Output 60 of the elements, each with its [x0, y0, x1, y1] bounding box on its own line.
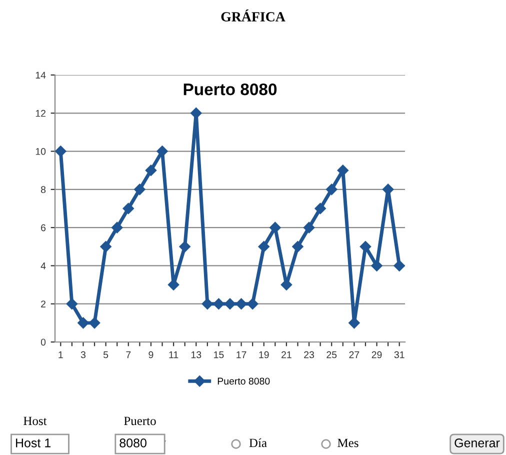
x-tick-label: 29 — [372, 351, 382, 358]
text: Host — [24, 416, 47, 426]
x-tick-label: 9 — [148, 351, 154, 358]
x-tick-label: 27 — [349, 351, 360, 358]
x-tick-label: 7 — [126, 351, 131, 358]
x-tick-label: 25 — [326, 351, 337, 358]
chart-subtitle: Puerto 8080 — [184, 83, 277, 96]
point — [337, 164, 349, 176]
point — [145, 164, 157, 176]
point — [179, 241, 190, 252]
y-tick-label: 6 — [41, 224, 46, 232]
text: Día — [249, 438, 267, 448]
point — [202, 298, 214, 310]
x-tick-label: 19 — [259, 351, 269, 358]
x-tick-label: 5 — [103, 351, 108, 358]
point — [270, 222, 281, 234]
point — [326, 184, 338, 196]
y-tick-label: 8 — [40, 186, 46, 194]
y-tick-label: 12 — [36, 110, 46, 117]
x-tick-label: 3 — [80, 351, 86, 358]
x-tick-label: 15 — [214, 351, 224, 358]
x-tick-label: 11 — [169, 351, 178, 358]
point — [111, 222, 123, 234]
point — [100, 241, 112, 252]
text: 8080 — [120, 438, 146, 448]
point — [292, 241, 304, 252]
y-tick-label: 4 — [40, 262, 46, 270]
text: Generar — [454, 438, 500, 448]
point — [78, 317, 89, 329]
x-tick-label: 1 — [58, 351, 63, 358]
point — [258, 241, 270, 252]
y-tick-label: 14 — [36, 72, 46, 79]
x-tick-label: 21 — [282, 351, 292, 358]
point — [156, 146, 168, 157]
text: Host 1 — [16, 438, 51, 448]
point — [190, 108, 202, 119]
y-tick-label: 2 — [41, 300, 46, 308]
point — [303, 222, 315, 234]
point — [394, 260, 405, 272]
legend-label: Puerto 8080 — [218, 378, 270, 385]
y-tick-label: 0 — [40, 338, 46, 346]
point — [246, 298, 258, 310]
point — [236, 298, 247, 310]
y-tick-label: 10 — [36, 148, 46, 155]
point — [314, 202, 326, 214]
point — [66, 298, 78, 310]
text: Puerto — [124, 416, 156, 426]
text: Mes — [338, 438, 358, 448]
point — [122, 202, 134, 214]
x-tick-label: 31 — [394, 351, 404, 358]
point — [213, 298, 224, 310]
point — [134, 184, 146, 196]
chart-title: GRÁFICA — [221, 9, 286, 22]
point — [88, 317, 100, 329]
point — [55, 146, 66, 157]
point — [348, 317, 360, 329]
x-tick-label: 13 — [191, 351, 202, 358]
x-tick-label: 23 — [304, 351, 314, 358]
point — [224, 298, 236, 310]
x-tick-label: 17 — [236, 351, 246, 358]
